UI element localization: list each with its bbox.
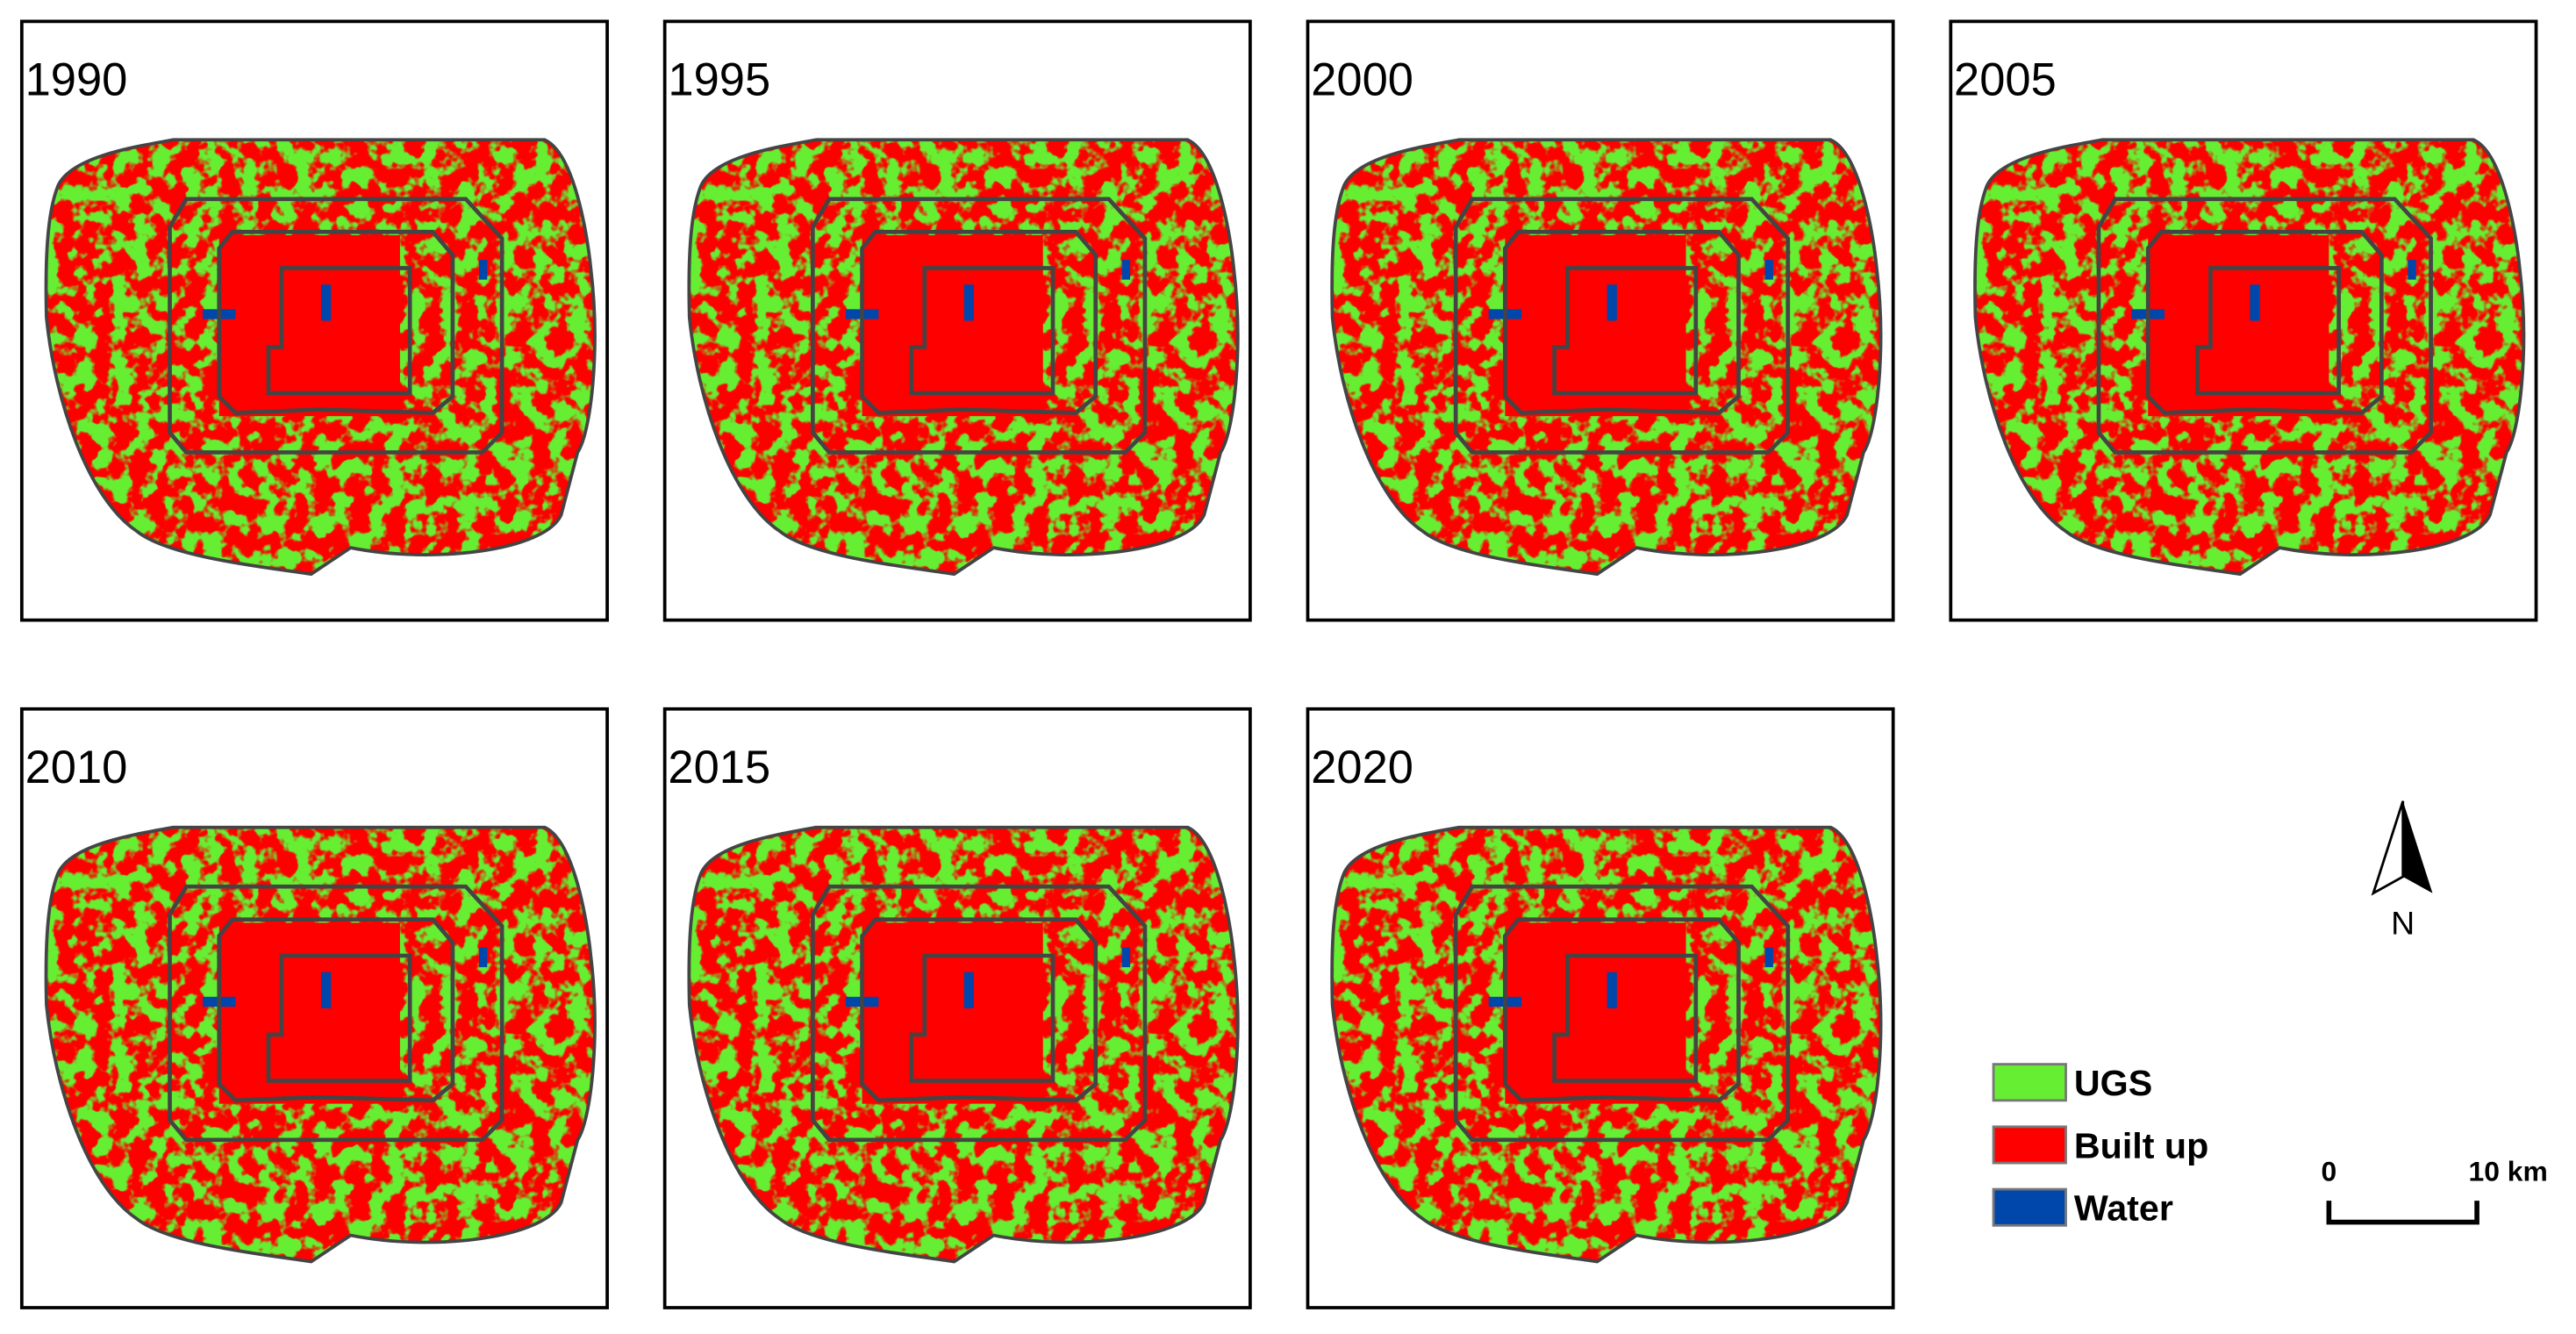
scale-bar: 0 10 km [2322, 1156, 2548, 1225]
map-panel: 2015 [665, 706, 1250, 1309]
legend: UGS Built up Water [1992, 1063, 2208, 1229]
panel-year: 2015 [668, 742, 770, 793]
panel-year: 2000 [1311, 55, 1413, 106]
scale-end: 10 km [2469, 1156, 2548, 1187]
panel-year: 2020 [1311, 742, 1413, 793]
panel-year: 1995 [668, 55, 770, 106]
legend-label: Water [2074, 1188, 2173, 1229]
map-panel: 2020 [1307, 706, 1893, 1309]
legend-swatch [1992, 1063, 2067, 1102]
scale-start: 0 [2322, 1156, 2337, 1187]
map-panel: 2010 [22, 706, 607, 1309]
north-arrow: N [2371, 800, 2433, 942]
map-panel: 2000 [1307, 19, 1893, 622]
legend-label: UGS [2074, 1063, 2152, 1103]
legend-label: Built up [2074, 1125, 2208, 1165]
panel-year: 2005 [1954, 55, 2057, 106]
map-panel: 2005 [1950, 19, 2536, 622]
map-panel: 1995 [665, 19, 1250, 622]
legend-swatch [1992, 1187, 2067, 1227]
north-label: N [2391, 905, 2415, 942]
panels: 1990 1995 2000 2005 2010 2015 2020 [22, 19, 2537, 1309]
panel-year: 2010 [25, 742, 128, 793]
legend-swatch [1992, 1125, 2067, 1165]
panel-year: 1990 [25, 55, 128, 106]
map-panel: 1990 [22, 19, 607, 622]
